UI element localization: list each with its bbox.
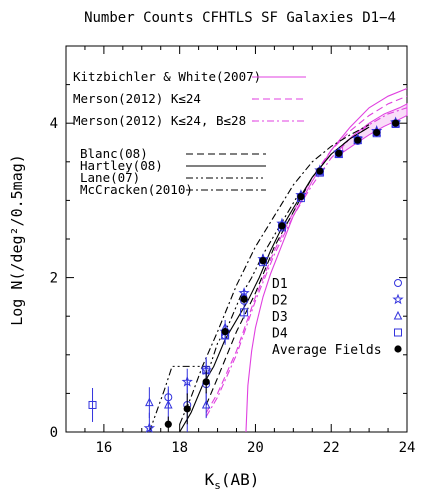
- data-point-average-fields: [278, 222, 286, 230]
- x-axis-label: Ks(AB): [205, 470, 260, 492]
- legend-field-marker: [394, 328, 402, 337]
- legend-field-label: D1: [272, 277, 288, 292]
- data-point-average-fields: [335, 149, 343, 157]
- legend-model-label: Kitzbichler & White(2007): [73, 69, 261, 84]
- legend-literature-label: Blanc(08): [80, 146, 148, 161]
- data-point-d2: [143, 422, 156, 433]
- data-point-d2: [181, 375, 193, 387]
- data-point-average-fields: [240, 295, 248, 303]
- legend-field-label: D2: [272, 294, 288, 309]
- legend-field-marker: [392, 293, 404, 305]
- data-point-d4: [88, 400, 97, 409]
- series-layer: [88, 87, 408, 433]
- chart-title: Number Counts CFHTLS SF Galaxies D1−4: [84, 10, 396, 26]
- data-point-average-fields: [316, 167, 324, 175]
- data-point-d3: [145, 397, 154, 407]
- legend-field-label: D3: [272, 310, 288, 325]
- legend-field-marker: [393, 310, 403, 320]
- data-point-average-fields: [202, 378, 210, 386]
- y-tick-label: 4: [50, 116, 58, 132]
- series-line-merson-2012-k-24-b-28: [205, 107, 408, 417]
- series-line-mccracken-2010: [179, 124, 370, 425]
- data-point-d4: [240, 308, 249, 317]
- series-line-merson-2012-k-24: [205, 95, 408, 413]
- band-merson-2012-k-24-b-28-band: [342, 103, 408, 154]
- x-tick-label: 22: [323, 440, 340, 456]
- legend-model-label: Merson(2012) K≤24, B≤28: [73, 113, 246, 128]
- legend-field-marker: [394, 345, 402, 353]
- x-tick-label: 16: [95, 440, 112, 456]
- data-point-average-fields: [354, 136, 362, 144]
- y-tick-label: 0: [50, 425, 58, 441]
- legend-field-label: D4: [272, 327, 288, 342]
- x-tick-label: 18: [171, 440, 188, 456]
- data-point-average-fields: [259, 257, 267, 265]
- legend-layer: Kitzbichler & White(2007) Merson(2012) K≤…: [73, 69, 404, 358]
- legend-field-marker: [394, 279, 402, 287]
- data-point-average-fields: [221, 328, 229, 336]
- x-tick-label: 20: [247, 440, 264, 456]
- data-point-average-fields: [183, 405, 191, 413]
- data-point-average-fields: [164, 420, 172, 428]
- data-point-average-fields: [297, 192, 305, 201]
- data-point-average-fields: [373, 128, 381, 137]
- legend-literature-label: Lane(07): [80, 170, 140, 185]
- x-tick-label: 24: [399, 440, 416, 456]
- data-point-d3: [163, 399, 173, 409]
- legend-model-label: Merson(2012) K≤24: [73, 91, 201, 106]
- legend-literature-label: McCracken(2010): [80, 182, 193, 197]
- series-line-kitzbichler-white-2007: [245, 87, 408, 433]
- legend-literature-label: Hartley(08): [80, 158, 163, 173]
- y-axis-label: Log N(/deg²/0.5mag): [8, 154, 26, 326]
- legend-field-label: Average Fields: [272, 343, 382, 358]
- data-point-d3: [201, 399, 211, 409]
- y-tick-label: 2: [50, 271, 58, 287]
- data-point-average-fields: [392, 119, 400, 127]
